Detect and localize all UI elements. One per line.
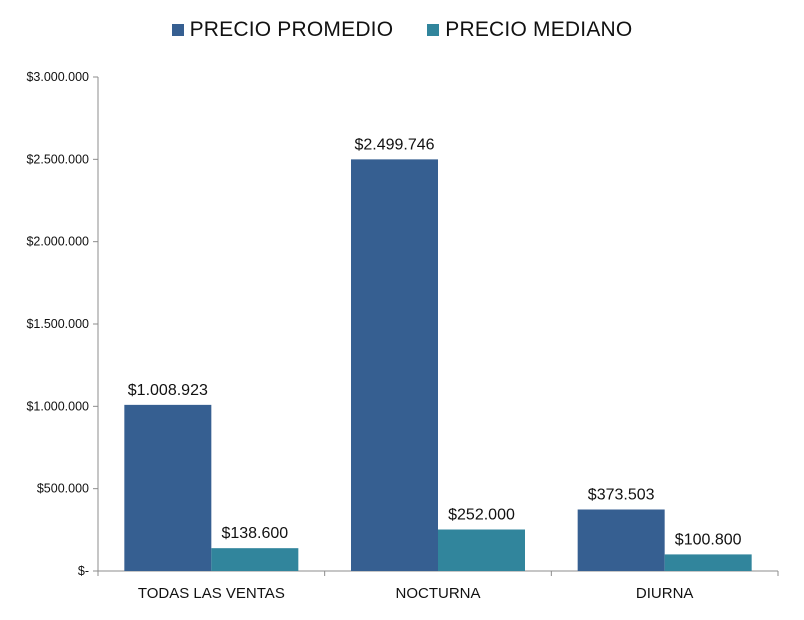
y-tick-label: $3.000.000	[26, 70, 89, 84]
legend-swatch-precio-mediano	[427, 24, 440, 36]
y-tick-label: $1.500.000	[26, 317, 89, 331]
y-tick-label: $-	[78, 564, 89, 578]
bar-precio-mediano	[211, 548, 299, 571]
y-tick-label: $1.000.000	[26, 399, 89, 413]
y-tick-label: $500.000	[37, 482, 89, 496]
y-tick-label: $2.000.000	[26, 235, 89, 249]
data-label: $373.503	[588, 486, 655, 503]
x-tick-label: DIURNA	[636, 585, 694, 602]
data-label: $2.499.746	[354, 136, 434, 153]
data-label: $138.600	[221, 525, 288, 542]
bar-precio-promedio	[351, 159, 438, 571]
bar-precio-mediano	[438, 529, 525, 571]
legend: PRECIO PROMEDIO PRECIO MEDIANO	[0, 18, 804, 42]
bar-precio-promedio	[124, 404, 212, 571]
x-tick-label: TODAS LAS VENTAS	[138, 585, 285, 602]
legend-label-precio-mediano: PRECIO MEDIANO	[445, 18, 633, 41]
bar-precio-promedio	[577, 509, 665, 571]
data-label: $100.800	[675, 531, 742, 548]
legend-label-precio-promedio: PRECIO PROMEDIO	[189, 18, 394, 41]
data-label: $1.008.923	[128, 382, 208, 399]
y-tick-label: $2.500.000	[26, 152, 89, 166]
legend-item-precio-promedio: PRECIO PROMEDIO	[171, 18, 394, 42]
bar-precio-mediano	[664, 554, 752, 571]
legend-swatch-precio-promedio	[171, 24, 184, 36]
data-label: $252.000	[448, 507, 515, 524]
x-tick-label: NOCTURNA	[396, 585, 481, 602]
legend-item-precio-mediano: PRECIO MEDIANO	[427, 18, 632, 42]
